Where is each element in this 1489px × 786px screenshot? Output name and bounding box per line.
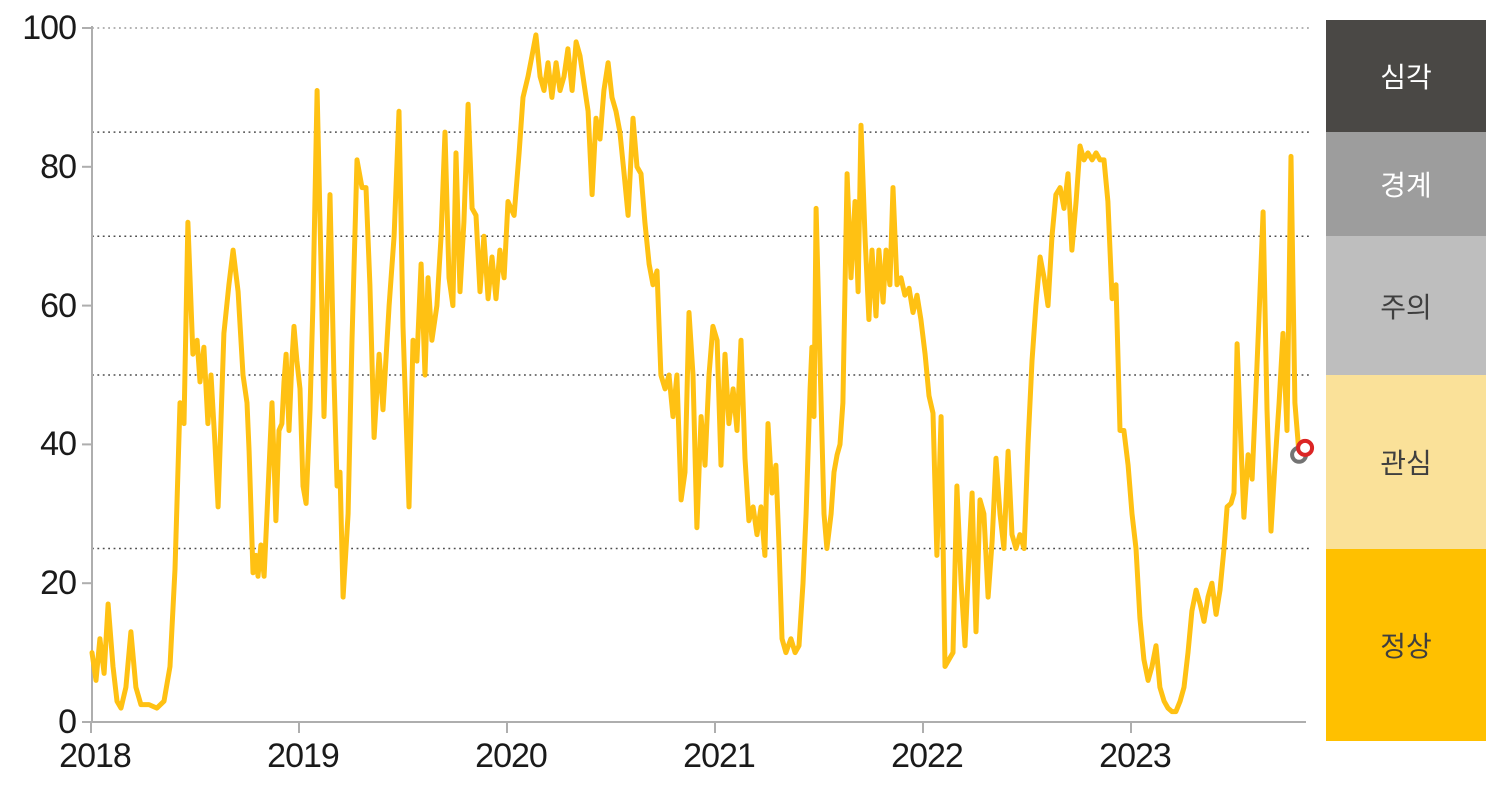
y-axis-label-0: 0 <box>58 703 77 741</box>
latest-value-marker <box>1296 438 1315 457</box>
y-axis-label-40: 40 <box>40 425 77 464</box>
x-axis-label-2018: 2018 <box>59 737 132 775</box>
x-axis-label-2020: 2020 <box>475 737 548 775</box>
severity-legend: 심각 경계 주의 관심 정상 <box>1326 0 1486 786</box>
y-axis-label-100: 100 <box>22 9 77 47</box>
index-line <box>89 32 1302 715</box>
legend-band-2: 경계 <box>1326 132 1486 237</box>
legend-band-4: 관심 <box>1326 375 1486 549</box>
legend-band-3: 주의 <box>1326 236 1486 375</box>
y-axis-label-60: 60 <box>40 286 77 325</box>
x-axis-label-2022: 2022 <box>891 737 964 775</box>
y-axis-label-80: 80 <box>40 147 77 186</box>
y-axis-label-20: 20 <box>40 564 77 603</box>
x-axis-label-2019: 2019 <box>267 737 340 775</box>
x-axis-label-2021: 2021 <box>683 737 756 775</box>
x-axis-label-2023: 2023 <box>1099 737 1172 775</box>
legend-band-5: 정상 <box>1326 548 1486 741</box>
legend-band-1: 심각 <box>1326 20 1486 133</box>
